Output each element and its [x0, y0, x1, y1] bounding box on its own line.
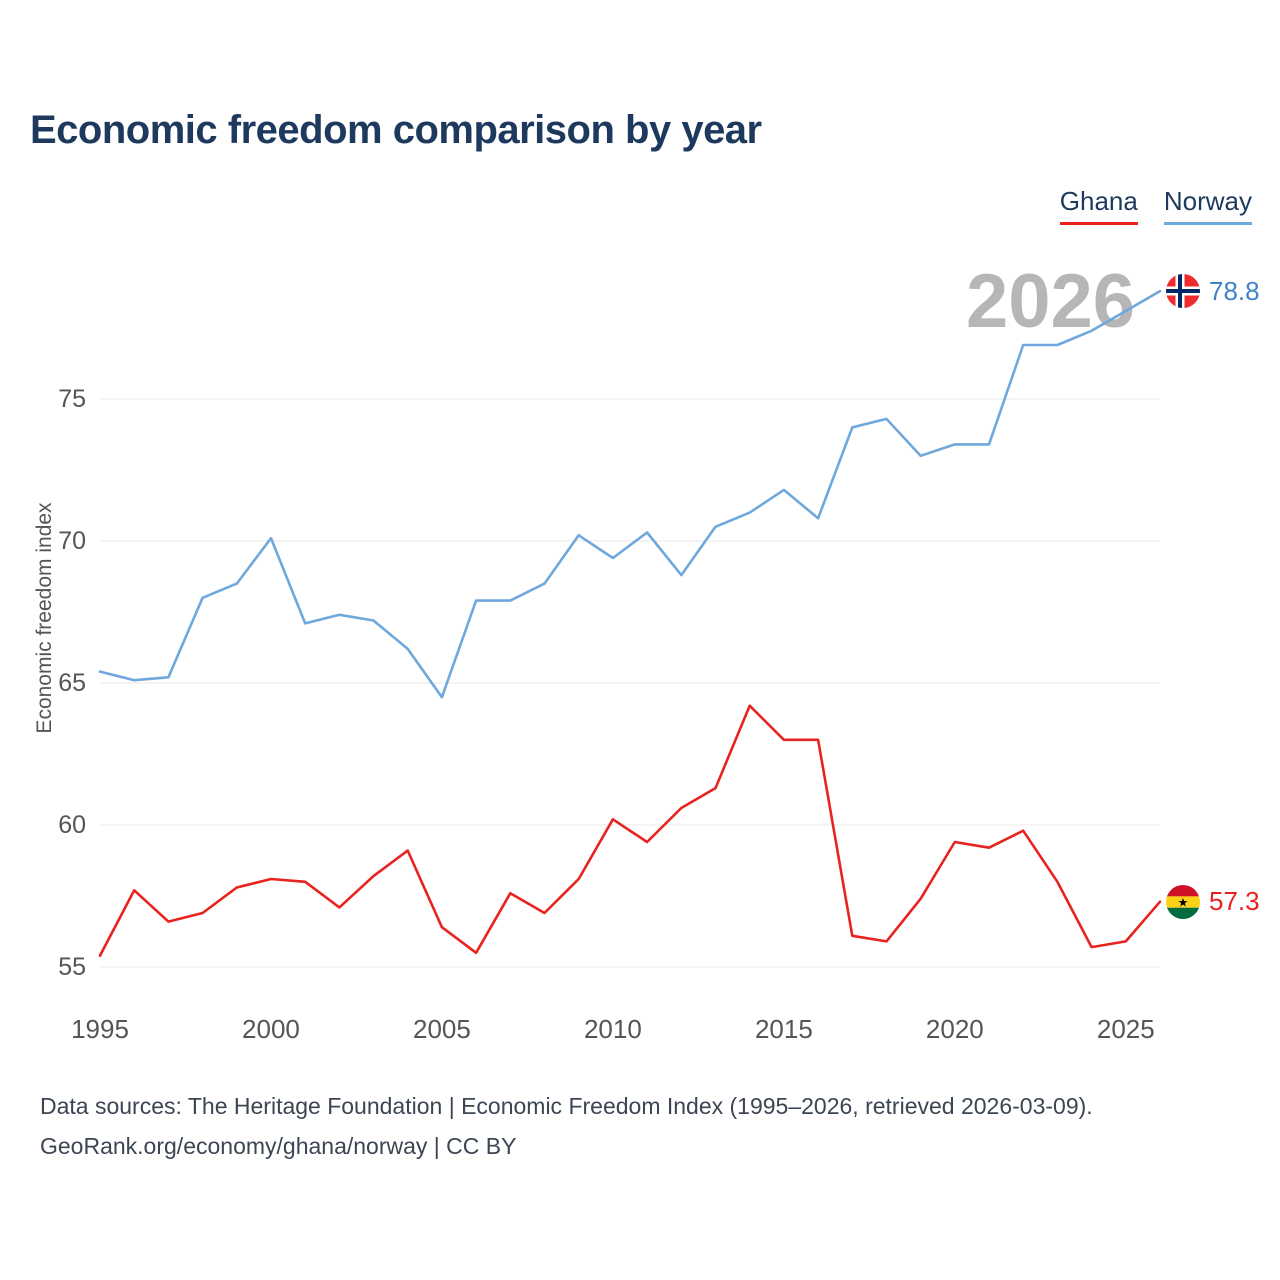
x-tick-label: 2020: [926, 1014, 984, 1044]
norway-line: [98, 289, 1162, 699]
x-tick-label: 2005: [413, 1014, 471, 1044]
ghana-flag-icon: ★: [1166, 884, 1200, 919]
x-tick-label: 2010: [584, 1014, 642, 1044]
x-tick-label: 2015: [755, 1014, 813, 1044]
norway-end-value: 78.8: [1209, 275, 1260, 306]
footer-sources-line: Data sources: The Heritage Foundation | …: [40, 1093, 1093, 1119]
legend-item-norway[interactable]: Norway: [1163, 186, 1252, 225]
svg-text:★: ★: [1178, 895, 1189, 909]
legend-label-norway: Norway: [1163, 186, 1252, 216]
norway-flag-icon: [1166, 274, 1200, 309]
footer: Data sources: The Heritage Foundation | …: [40, 1086, 1093, 1166]
x-tick-label: 2000: [242, 1014, 300, 1044]
watermark-year: 2026: [966, 259, 1136, 344]
x-tick-label: 2025: [1097, 1014, 1155, 1044]
y-tick-label: 70: [58, 527, 86, 555]
x-tick-label: 1995: [71, 1014, 129, 1044]
legend: Ghana Norway: [1059, 186, 1252, 225]
page-title: Economic freedom comparison by year: [30, 108, 762, 152]
y-tick-label: 65: [58, 669, 86, 697]
footer-attribution-line: GeoRank.org/economy/ghana/norway | CC BY: [40, 1133, 517, 1159]
ghana-line: [98, 704, 1162, 957]
end-label-norway: 78.8: [1166, 274, 1260, 309]
legend-item-ghana[interactable]: Ghana: [1059, 186, 1138, 225]
y-tick-label: 75: [58, 385, 86, 413]
y-tick-label: 60: [58, 811, 86, 839]
ghana-end-value: 57.3: [1209, 886, 1260, 917]
end-label-ghana: ★ 57.3: [1166, 884, 1260, 919]
legend-label-ghana: Ghana: [1059, 186, 1138, 216]
y-tick-label: 55: [58, 953, 86, 981]
